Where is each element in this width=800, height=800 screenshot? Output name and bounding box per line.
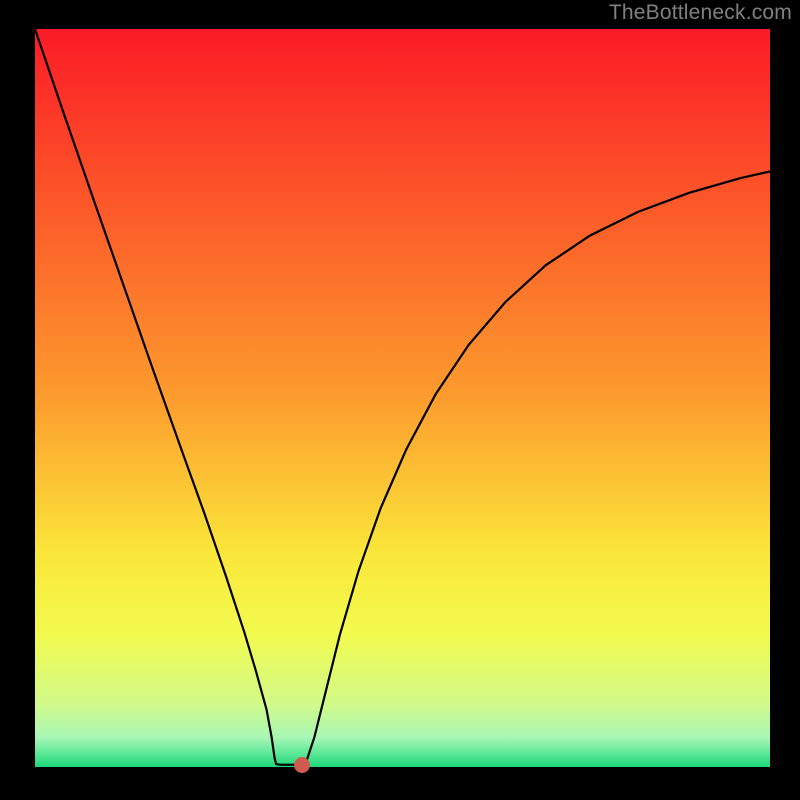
chart-plot-area bbox=[35, 29, 770, 767]
bottleneck-curve bbox=[35, 29, 770, 765]
watermark-text: TheBottleneck.com bbox=[609, 1, 792, 25]
chart-curve-layer bbox=[35, 29, 770, 767]
optimal-point-marker bbox=[294, 757, 310, 773]
